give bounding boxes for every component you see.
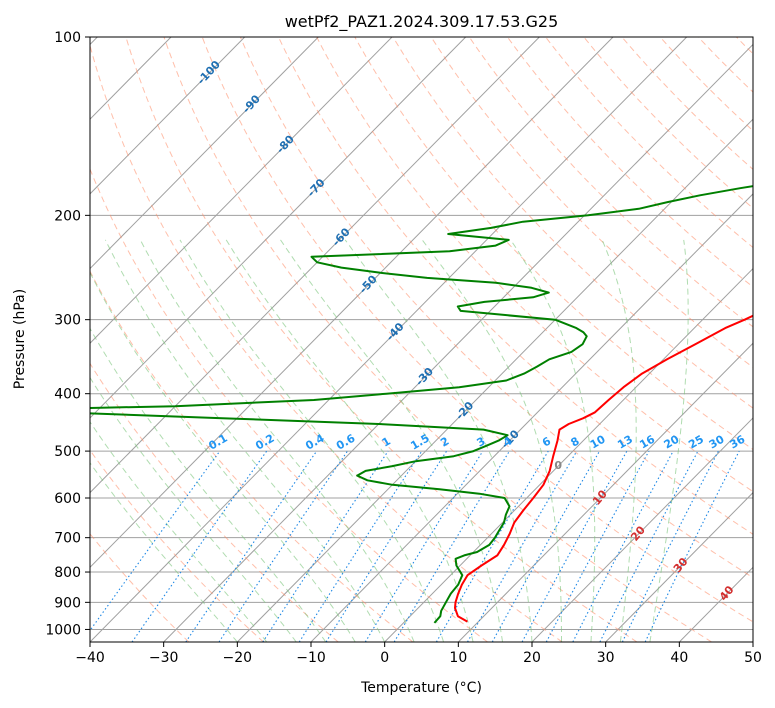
x-tick-label: −20 [223, 650, 253, 666]
isotherm-line [90, 37, 467, 419]
dry-adiabat-line [430, 37, 753, 368]
y-tick-label: 600 [54, 491, 81, 507]
mixing-ratio-line [262, 450, 389, 642]
x-tick-label: 10 [449, 650, 467, 666]
moist-adiabat-line [601, 239, 637, 642]
mixing-ratio-line [644, 450, 740, 642]
dry-adiabat-line [125, 37, 638, 642]
chart-title: wetPf2_PAZ1.2024.309.17.53.G25 [285, 12, 559, 32]
isotherm-line [531, 417, 753, 642]
dry-adiabat-line [90, 270, 414, 642]
y-tick-label: 700 [54, 531, 81, 547]
mixing-ratio-line [364, 450, 484, 642]
dry-adiabat-line [163, 37, 712, 642]
y-tick-label: 500 [54, 444, 81, 460]
y-tick-label: 900 [54, 595, 81, 611]
isotherm-line [90, 37, 246, 195]
dewpoint-profile-line [90, 185, 753, 624]
moist-adiabat-line [225, 239, 474, 642]
mixing-ratio-line [621, 450, 719, 642]
mixing-ratio-line [90, 450, 221, 632]
x-tick-label: −30 [149, 650, 179, 666]
mixing-ratio-line [185, 450, 318, 642]
dry-adiabat-line [90, 167, 488, 642]
dry-adiabat-line [201, 37, 753, 623]
isotherm-line [90, 37, 319, 270]
y-tick-label: 1000 [45, 622, 81, 638]
y-tick-label: 300 [54, 313, 81, 329]
isotherm-line [90, 37, 688, 642]
moist-adiabat-line [421, 239, 562, 642]
moist-adiabat-line [179, 239, 445, 642]
y-axis-title: Pressure (hPa) [12, 289, 28, 389]
dry-adiabat-line [239, 37, 753, 579]
mixing-ratio-line [325, 450, 448, 642]
moist-adiabat-line [649, 239, 689, 642]
mixing-ratio-line [298, 450, 423, 642]
isotherm-line [384, 267, 753, 642]
dry-adiabat-line [90, 449, 264, 642]
isotherm-line [90, 37, 614, 569]
y-tick-label: 100 [54, 30, 81, 46]
x-tick-label: 40 [670, 650, 688, 666]
mixing-ratio-line [521, 450, 628, 642]
profile-lines [90, 185, 753, 624]
moist-adiabat-label: 0 [554, 459, 562, 472]
dry-adiabat-line [545, 37, 753, 249]
x-tick-label: 0 [380, 650, 389, 666]
isotherm-line [605, 491, 753, 642]
mixing-ratio-line [491, 450, 600, 642]
moist-adiabat-line [139, 239, 415, 642]
plot-background [90, 37, 753, 642]
x-tick-label: 30 [597, 650, 615, 666]
dry-adiabat-line [354, 37, 753, 451]
x-tick-label: 50 [744, 650, 762, 666]
y-tick-label: 400 [54, 387, 81, 403]
moist-adiabat-line [90, 271, 356, 642]
moist-adiabat-line [104, 239, 386, 642]
axes: −40 −30 −20 −10 0 10 20 30 40 50 100 200 300 400 500 60… [45, 30, 762, 666]
isotherm-line [90, 37, 540, 494]
x-tick-label: −10 [296, 650, 326, 666]
dry-adiabat-line [392, 37, 753, 409]
isotherm-line [163, 43, 753, 642]
dry-adiabat-line [583, 37, 753, 209]
mixing-ratio-line [131, 450, 268, 642]
isotherm-line [236, 118, 753, 642]
mixing-ratio-line [545, 450, 650, 642]
plot-frame [89, 36, 754, 643]
y-tick-label: 800 [54, 565, 81, 581]
dry-adiabat-line [468, 37, 753, 328]
dry-adiabat-line [278, 37, 753, 535]
x-axis-title: Temperature (°C) [360, 680, 482, 696]
moist-adiabat-line [280, 239, 503, 642]
x-tick-label: 20 [523, 650, 541, 666]
moist-adiabat-line [344, 239, 533, 642]
mixing-ratio-line [218, 450, 348, 642]
isotherm-line [90, 37, 393, 344]
x-tick-label: −40 [75, 650, 105, 666]
temperature-profile-line [454, 314, 753, 623]
y-tick-label: 200 [54, 208, 81, 224]
moist-adiabat-line [90, 327, 327, 642]
